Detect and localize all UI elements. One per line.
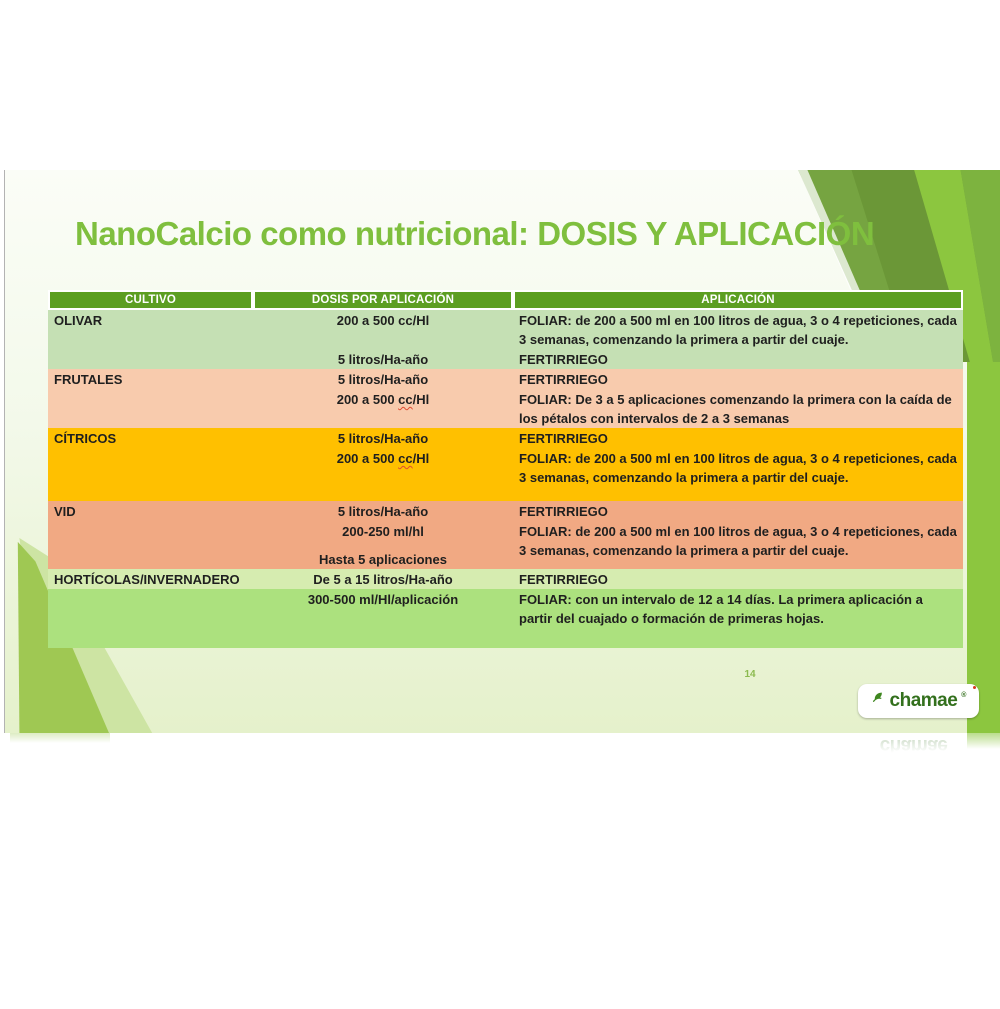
dosage-entry: 200 a 500 cc/Hl FOLIAR: De 3 a 5 aplicac… bbox=[253, 389, 963, 428]
dosage-entry: 200 a 500 cc/Hl FOLIAR: de 200 a 500 ml … bbox=[253, 448, 963, 487]
leaf-icon bbox=[871, 690, 886, 705]
table-row-olivar: OLIVAR 200 a 500 cc/Hl FOLIAR: de 200 a … bbox=[48, 310, 963, 369]
dosage-table: CULTIVO DOSIS POR APLICACIÓN APLICACIÓN … bbox=[48, 290, 963, 648]
dosage-entry: De 5 a 15 litros/Ha-año FERTIRRIEGO bbox=[253, 569, 963, 589]
aplicacion-cell: FOLIAR: de 200 a 500 ml en 100 litros de… bbox=[519, 524, 957, 558]
dosis-cell: 200-250 ml/hl Hasta 5 aplicaciones bbox=[253, 521, 513, 569]
slide-title: NanoCalcio como nutricional: DOSIS Y APL… bbox=[75, 215, 875, 252]
misspelled-word: cc bbox=[398, 451, 413, 466]
dosis-cell: 300-500 ml/Hl/aplicación bbox=[307, 592, 459, 607]
dosis-cell: 200 a 500 cc/Hl bbox=[336, 313, 430, 328]
dosis-cell: 5 litros/Ha-año bbox=[337, 372, 429, 387]
dosage-entry: 5 litros/Ha-año FERTIRRIEGO bbox=[253, 349, 963, 369]
dosage-entry: 200-250 ml/hl Hasta 5 aplicaciones FOLIA… bbox=[253, 521, 963, 569]
dosis-cell: 5 litros/Ha-año bbox=[337, 504, 429, 519]
dosis-text: Hasta 5 aplicaciones bbox=[319, 552, 447, 567]
header-cultivo: CULTIVO bbox=[48, 290, 253, 310]
row-entries: 200 a 500 cc/Hl FOLIAR: de 200 a 500 ml … bbox=[253, 310, 963, 369]
dosis-text: /Hl bbox=[412, 392, 430, 407]
aplicacion-cell: FOLIAR: de 200 a 500 ml en 100 litros de… bbox=[519, 451, 957, 485]
table-row-frutales: FRUTALES 5 litros/Ha-año FERTIRRIEGO 200… bbox=[48, 369, 963, 428]
aplicacion-cell: FOLIAR: De 3 a 5 aplicaciones comenzando… bbox=[519, 392, 952, 426]
dosis-cell: 5 litros/Ha-año bbox=[337, 352, 429, 367]
logo-reflection: chamae bbox=[879, 735, 948, 756]
row-entries: 5 litros/Ha-año FERTIRRIEGO 200 a 500 cc… bbox=[253, 428, 963, 487]
header-dosis: DOSIS POR APLICACIÓN bbox=[253, 290, 513, 310]
slide-reflection: chamae bbox=[0, 733, 1000, 759]
dosis-cell: De 5 a 15 litros/Ha-año bbox=[313, 572, 453, 587]
dosis-text: /Hl bbox=[412, 451, 430, 466]
row-entries: 5 litros/Ha-año FERTIRRIEGO 200-250 ml/h… bbox=[253, 501, 963, 569]
cultivo-cell: HORTÍCOLAS/INVERNADERO bbox=[54, 572, 240, 587]
dosage-entry: 5 litros/Ha-año FERTIRRIEGO bbox=[253, 369, 963, 389]
logo-text: chamae bbox=[889, 690, 958, 711]
dosage-entry: 300-500 ml/Hl/aplicación FOLIAR: con un … bbox=[253, 589, 963, 628]
aplicacion-cell: FERTIRRIEGO bbox=[519, 504, 608, 519]
dosis-cell: 5 litros/Ha-año bbox=[337, 431, 429, 446]
aplicacion-cell: FOLIAR: con un intervalo de 12 a 14 días… bbox=[519, 592, 923, 626]
green-band-reflection bbox=[967, 733, 1000, 749]
cultivo-cell-empty bbox=[48, 589, 253, 628]
dosis-cell: 200 a 500 cc/Hl bbox=[253, 389, 513, 428]
cultivo-cell: FRUTALES bbox=[54, 372, 123, 387]
table-header-row: CULTIVO DOSIS POR APLICACIÓN APLICACIÓN bbox=[48, 290, 963, 310]
row-entries: 300-500 ml/Hl/aplicación FOLIAR: con un … bbox=[253, 589, 963, 628]
table-row-horticolas-continued: 300-500 ml/Hl/aplicación FOLIAR: con un … bbox=[48, 589, 963, 648]
triangle-reflection bbox=[10, 733, 110, 743]
aplicacion-cell: FERTIRRIEGO bbox=[519, 352, 608, 367]
aplicacion-cell: FERTIRRIEGO bbox=[519, 372, 608, 387]
table-row-citricos: CÍTRICOS 5 litros/Ha-año FERTIRRIEGO 200… bbox=[48, 428, 963, 501]
cultivo-cell: CÍTRICOS bbox=[54, 431, 117, 446]
dosis-text: 200-250 ml/hl bbox=[342, 524, 424, 539]
row-entries: De 5 a 15 litros/Ha-año FERTIRRIEGO bbox=[253, 569, 963, 589]
slide: NanoCalcio como nutricional: DOSIS Y APL… bbox=[4, 170, 1000, 733]
dosis-text: 200 a 500 bbox=[336, 392, 399, 407]
aplicacion-cell: FERTIRRIEGO bbox=[519, 431, 608, 446]
dosis-cell: 200 a 500 cc/Hl bbox=[253, 448, 513, 487]
registered-mark: ® bbox=[961, 691, 967, 699]
table-row-horticolas: HORTÍCOLAS/INVERNADERO De 5 a 15 litros/… bbox=[48, 569, 963, 589]
row-entries: 5 litros/Ha-año FERTIRRIEGO 200 a 500 cc… bbox=[253, 369, 963, 428]
table-row-vid: VID 5 litros/Ha-año FERTIRRIEGO 200-250 … bbox=[48, 501, 963, 569]
aplicacion-cell: FOLIAR: de 200 a 500 ml en 100 litros de… bbox=[519, 313, 957, 347]
red-dot bbox=[973, 686, 976, 689]
aplicacion-cell: FERTIRRIEGO bbox=[519, 572, 608, 587]
dosage-entry: 5 litros/Ha-año FERTIRRIEGO bbox=[253, 501, 963, 521]
cultivo-cell: VID bbox=[54, 504, 76, 519]
page-number: 14 bbox=[744, 669, 756, 680]
cultivo-cell: OLIVAR bbox=[54, 313, 103, 328]
misspelled-word: cc bbox=[398, 392, 413, 407]
header-aplicacion: APLICACIÓN bbox=[513, 290, 963, 310]
chamae-logo: chamae ® bbox=[858, 684, 979, 718]
dosage-entry: 5 litros/Ha-año FERTIRRIEGO bbox=[253, 428, 963, 448]
dosis-text: 200 a 500 bbox=[336, 451, 399, 466]
dosage-entry: 200 a 500 cc/Hl FOLIAR: de 200 a 500 ml … bbox=[253, 310, 963, 349]
